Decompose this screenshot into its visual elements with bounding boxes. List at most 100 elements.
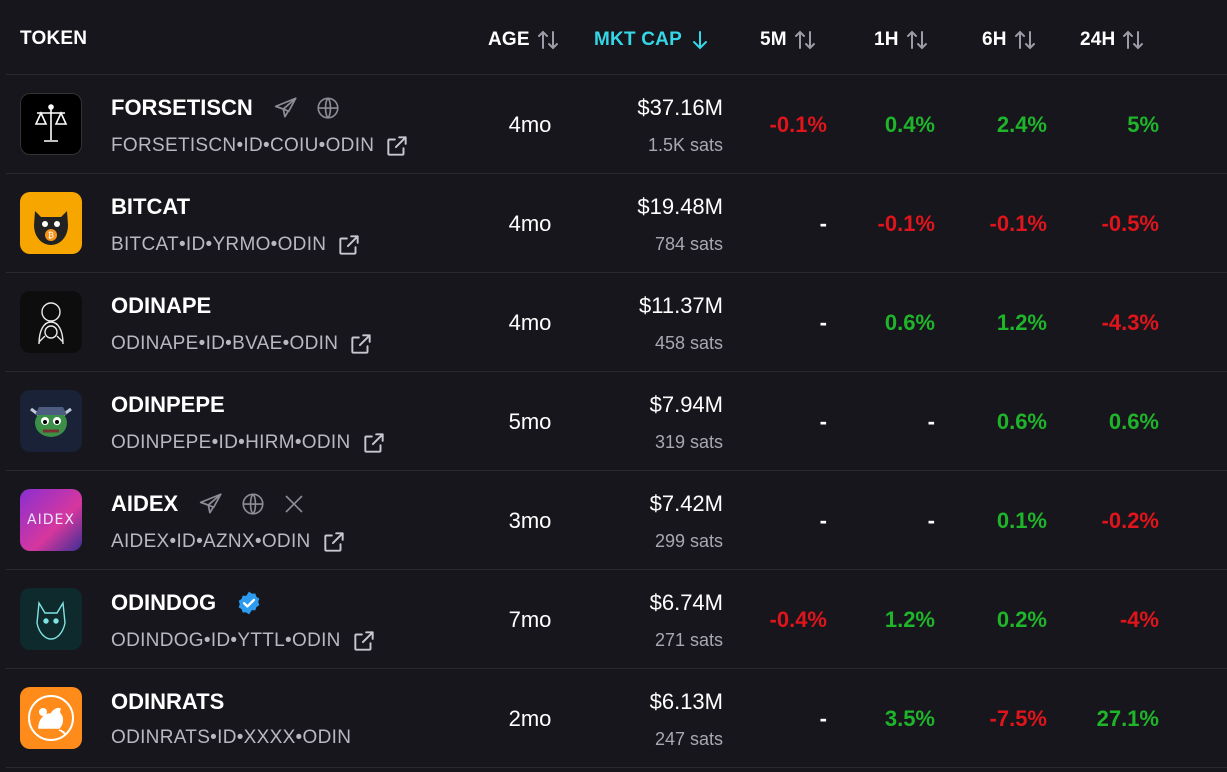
change-1h: - [927,508,935,533]
aidex-logo-text: AIDEX [27,512,75,528]
change-6h: 0.6% [996,409,1047,434]
change-6h: -0.1% [989,211,1047,236]
token-name[interactable]: BITCAT [111,194,190,220]
token-ticker-text: FORSETISCN•ID•COIU•ODIN [111,135,375,156]
token-ticker: ODINRATS•ID•XXXX•ODIN [111,727,351,749]
scales-logo [20,93,82,155]
ape-logo [20,291,82,353]
change-5m: -0.4% [769,607,827,632]
token-market-cap: $19.48M [637,194,723,219]
aidex-logo: AIDEX [20,489,82,551]
token-price-sats: 1.5K sats [647,135,723,155]
token-name[interactable]: AIDEX [111,491,306,517]
token-ticker: ODINPEPE•ID•HIRM•ODIN [111,430,387,456]
change-1h: - [927,409,935,434]
token-name[interactable]: ODINRATS [111,689,224,715]
table-row[interactable]: FORSETISCN FORSETISCN•ID•COIU•ODIN 4mo $… [6,75,1227,174]
header-24h[interactable]: 24H [1080,28,1145,52]
token-social-links [236,590,262,616]
token-ticker-text: ODINDOG•ID•YTTL•ODIN [111,630,341,651]
table-row[interactable]: ODINRATS ODINRATS•ID•XXXX•ODIN 2mo $6.13… [6,669,1227,768]
token-ticker-text: AIDEX•ID•AZNX•ODIN [111,531,311,552]
change-24h: 0.6% [1108,409,1159,434]
token-name[interactable]: FORSETISCN [111,95,341,121]
table-row[interactable]: ODINPEPE ODINPEPE•ID•HIRM•ODIN 5mo $7.94… [6,372,1227,471]
globe-icon[interactable] [315,95,341,121]
token-price-sats: 458 sats [654,333,723,353]
header-5m[interactable]: 5M [760,28,817,52]
token-age: 4mo [508,310,552,335]
sort-icon [536,28,560,52]
external-link-icon[interactable] [384,133,410,159]
token-price-sats: 247 sats [654,729,723,749]
token-ticker: FORSETISCN•ID•COIU•ODIN [111,133,410,159]
token-ticker: BITCAT•ID•YRMO•ODIN [111,232,362,258]
telegram-icon[interactable] [273,95,299,121]
token-ticker: ODINAPE•ID•BVAE•ODIN [111,331,374,357]
external-link-icon[interactable] [348,331,374,357]
token-name[interactable]: ODINDOG [111,590,262,616]
dog-logo [20,588,82,650]
token-price-sats: 271 sats [654,630,723,650]
change-1h: 0.4% [884,112,935,137]
token-name-text: ODINAPE [111,293,212,318]
token-name-text: ODINDOG [111,590,217,615]
change-5m: - [819,409,827,434]
sort-icon [1121,28,1145,52]
x-icon[interactable] [282,492,306,516]
arrow-down-icon [688,28,712,52]
token-market-cap: $7.94M [649,392,723,417]
header-1h[interactable]: 1H [874,28,929,52]
token-ticker-text: ODINRATS•ID•XXXX•ODIN [111,727,352,748]
token-price-sats: 299 sats [654,531,723,551]
change-6h: 1.2% [996,310,1047,335]
rat-logo [20,687,82,749]
change-6h: 0.2% [996,607,1047,632]
token-market-cap: $6.13M [649,689,723,714]
token-name-text: AIDEX [111,491,179,516]
globe-icon[interactable] [240,491,266,517]
change-1h: -0.1% [877,211,935,236]
table-row[interactable]: ODINAPE ODINAPE•ID•BVAE•ODIN 4mo $11.37M… [6,273,1227,372]
token-age: 7mo [508,607,552,632]
external-link-icon[interactable] [336,232,362,258]
token-price-sats: 319 sats [654,432,723,452]
sort-icon [905,28,929,52]
change-6h: 0.1% [996,508,1047,533]
token-age: 3mo [508,508,552,533]
token-age: 4mo [508,211,552,236]
table-header: TOKEN AGE MKT CAP 5M 1H 6H 24H [6,0,1227,75]
header-6h[interactable]: 6H [982,28,1037,52]
token-market-cap: $6.74M [649,590,723,615]
header-mkt-cap[interactable]: MKT CAP [594,28,712,52]
external-link-icon[interactable] [361,430,387,456]
token-ticker-text: ODINAPE•ID•BVAE•ODIN [111,333,339,354]
svg-text:₿: ₿ [48,231,54,240]
table-row[interactable]: ODINDOG ODINDOG•ID•YTTL•ODIN 7mo $6.74M … [6,570,1227,669]
header-age[interactable]: AGE [488,28,560,52]
telegram-icon[interactable] [198,491,224,517]
pepe-logo [20,390,82,452]
token-name-text: ODINRATS [111,689,225,714]
token-age: 5mo [508,409,552,434]
token-price-sats: 784 sats [654,234,723,254]
change-5m: - [819,310,827,335]
change-24h: 27.1% [1096,706,1159,731]
token-ticker: AIDEX•ID•AZNX•ODIN [111,529,347,555]
change-5m: - [819,508,827,533]
header-token: TOKEN [20,28,88,49]
token-market-cap: $7.42M [649,491,723,516]
verified-icon[interactable] [236,590,262,616]
token-name[interactable]: ODINPEPE [111,392,225,418]
token-name-text: ODINPEPE [111,392,225,417]
token-name[interactable]: ODINAPE [111,293,211,319]
token-name-text: FORSETISCN [111,95,253,120]
change-5m: - [819,211,827,236]
external-link-icon[interactable] [321,529,347,555]
change-5m: - [819,706,827,731]
table-row[interactable]: AIDEX AIDEX AIDEX•ID•AZNX•ODIN 3mo $7.42… [6,471,1227,570]
external-link-icon[interactable] [351,628,377,654]
table-row[interactable]: ₿ BITCAT BITCAT•ID•YRMO•ODIN 4mo $19.48M… [6,174,1227,273]
token-social-links [198,491,306,517]
